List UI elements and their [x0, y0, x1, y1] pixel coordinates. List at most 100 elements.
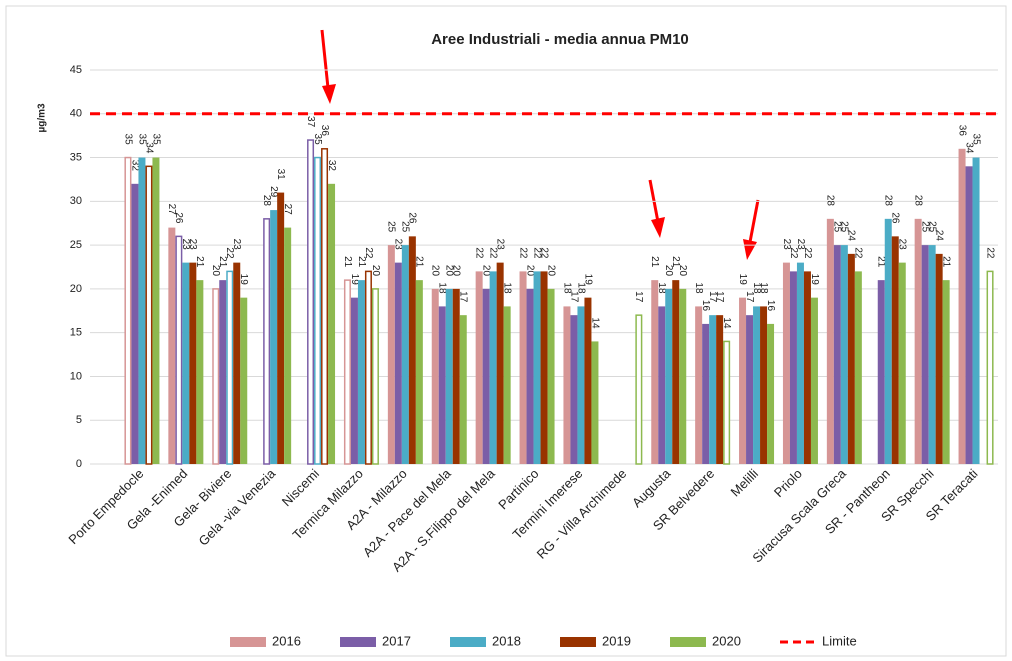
data-label: 21 — [217, 256, 228, 268]
legend-label: Limite — [822, 633, 857, 648]
bar — [401, 245, 409, 464]
bar — [131, 183, 139, 465]
data-label: 35 — [312, 134, 323, 146]
bar — [168, 227, 176, 464]
data-label: 27 — [282, 204, 293, 216]
data-label: 22 — [984, 247, 995, 259]
data-label: 19 — [737, 274, 748, 286]
data-label: 14 — [721, 317, 732, 329]
data-label: 19 — [582, 274, 593, 286]
bar — [826, 218, 834, 464]
data-label: 20 — [663, 265, 674, 277]
legend-label: 2017 — [382, 633, 411, 648]
legend-swatch — [670, 637, 706, 647]
data-label: 20 — [524, 265, 535, 277]
data-label: 17 — [707, 291, 718, 303]
bar — [914, 218, 922, 464]
data-label: 22 — [531, 247, 542, 259]
data-label: 28 — [825, 195, 836, 207]
arrow-head — [743, 239, 757, 260]
bar — [328, 183, 336, 465]
bar — [284, 227, 292, 464]
data-label: 24 — [934, 230, 945, 242]
data-label: 35 — [136, 134, 147, 146]
data-label: 25 — [839, 221, 850, 233]
bar — [371, 288, 379, 465]
data-label: 21 — [342, 256, 353, 268]
legend-swatch — [230, 637, 266, 647]
bar — [584, 297, 592, 464]
data-label: 20 — [677, 265, 688, 277]
data-label: 22 — [853, 247, 864, 259]
bar — [782, 262, 790, 464]
data-label: 20 — [370, 265, 381, 277]
data-label: 21 — [941, 256, 952, 268]
data-label: 35 — [122, 134, 133, 146]
arrow — [748, 199, 760, 243]
bar — [577, 306, 585, 464]
legend-label: 2016 — [272, 633, 301, 648]
bar — [803, 271, 811, 464]
data-label: 25 — [400, 221, 411, 233]
y-tick-label: 40 — [70, 108, 82, 120]
y-tick-label: 5 — [76, 414, 82, 426]
data-label: 23 — [393, 239, 404, 251]
data-label: 35 — [150, 134, 161, 146]
bar — [833, 245, 841, 464]
data-label: 31 — [275, 169, 286, 181]
data-label: 37 — [305, 116, 316, 128]
data-label: 22 — [488, 247, 499, 259]
y-tick-label: 10 — [70, 370, 82, 382]
bar — [679, 288, 687, 464]
bar — [431, 288, 439, 464]
legend-swatch — [340, 637, 376, 647]
bar — [438, 306, 446, 464]
data-label: 22 — [802, 247, 813, 259]
arrow-head — [322, 84, 336, 104]
bar — [847, 253, 855, 464]
data-label: 34 — [963, 142, 974, 154]
data-label: 23 — [897, 239, 908, 251]
y-axis-label: µg/m3 — [37, 103, 48, 133]
bar — [702, 323, 710, 464]
data-label: 36 — [319, 125, 330, 137]
chart-title: Aree Industriali - media annua PM10 — [431, 31, 689, 48]
bar — [482, 288, 490, 464]
bar — [760, 306, 768, 464]
data-label: 26 — [173, 212, 184, 224]
legend-label: 2020 — [712, 633, 741, 648]
data-label: 23 — [795, 239, 806, 251]
legend-label: 2019 — [602, 633, 631, 648]
data-label: 32 — [129, 160, 140, 172]
bar — [810, 297, 818, 464]
bar — [138, 157, 146, 465]
bar — [921, 245, 929, 464]
bar — [635, 314, 643, 465]
data-label: 17 — [633, 291, 644, 303]
bar — [796, 262, 804, 464]
data-label: 21 — [670, 256, 681, 268]
data-label: 17 — [714, 291, 725, 303]
data-label: 27 — [166, 204, 177, 216]
bar — [928, 245, 936, 464]
bar — [746, 315, 754, 464]
data-label: 17 — [568, 291, 579, 303]
bar — [540, 271, 548, 464]
legend-swatch — [560, 637, 596, 647]
data-label: 20 — [210, 265, 221, 277]
data-label: 18 — [502, 282, 513, 294]
y-tick-label: 25 — [70, 239, 82, 251]
bar — [452, 288, 460, 464]
data-label: 19 — [349, 274, 360, 286]
data-label: 21 — [414, 256, 425, 268]
data-label: 23 — [180, 239, 191, 251]
bar — [350, 297, 358, 464]
y-tick-label: 20 — [70, 283, 82, 295]
bar — [840, 245, 848, 464]
data-label: 20 — [451, 265, 462, 277]
data-label: 19 — [809, 274, 820, 286]
bar — [219, 280, 227, 464]
bar — [533, 271, 541, 464]
bar — [196, 280, 204, 464]
